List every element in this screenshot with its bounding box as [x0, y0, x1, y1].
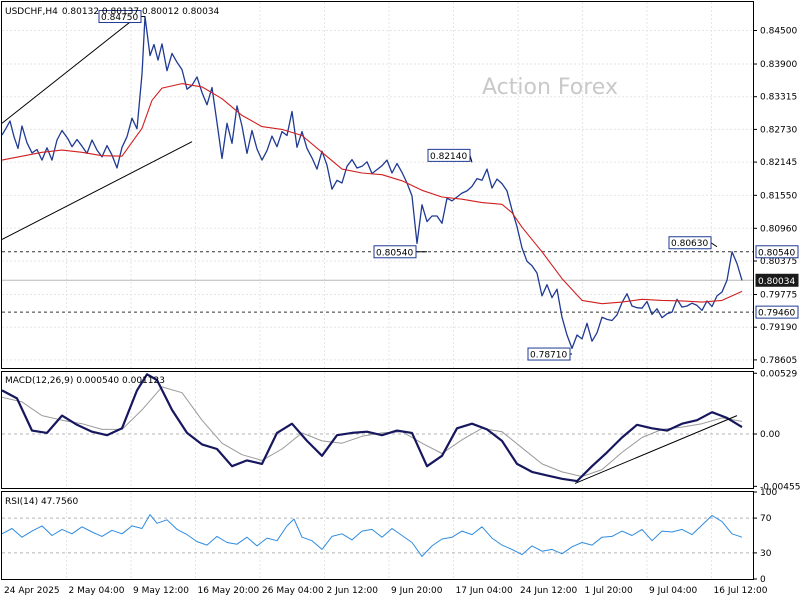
price-level-label: 0.79460	[758, 309, 795, 319]
channel-layer	[1, 16, 193, 240]
annotation-box	[427, 148, 471, 162]
price-layer	[1, 15, 743, 350]
macd-y-tick-label: -0.004557	[760, 482, 800, 492]
channel-line	[1, 141, 193, 240]
annotation-label: 0.84750	[101, 13, 138, 23]
annotation-label: 0.78710	[530, 351, 567, 361]
annotation-box	[98, 10, 142, 24]
rsi-y-tick-label: 70	[760, 514, 772, 524]
macd-title: MACD(12,26,9) 0.000540 0.001123	[5, 376, 165, 386]
price-y-tick-label: 0.80375	[760, 257, 797, 267]
x-tick-label: 9 May 12:00	[133, 586, 189, 596]
annotation-layer: 0.84750 0.82140 0.80540 0.78710 0.80630	[98, 10, 718, 361]
annotation-box	[668, 236, 712, 250]
macd-panel-frame	[1, 371, 754, 489]
annotation-leader	[710, 242, 718, 248]
rsi-title: RSI(14) 47.7560	[5, 497, 78, 507]
ohlc-values: 0.80132 0.80137 0.80012 0.80034	[62, 7, 220, 17]
x-tick-label: 17 Jun 04:00	[456, 586, 513, 596]
price-title: USDCHF,H4 0.80132 0.80137 0.80012 0.80034	[5, 7, 220, 17]
price-level-label: 0.80540	[758, 248, 795, 258]
rsi-layer	[1, 514, 743, 557]
price-level-badge	[755, 273, 799, 287]
watermark: Action Forex	[482, 75, 618, 100]
x-tick-label: 16 Jul 12:00	[714, 586, 768, 596]
x-tick-label: 2 Jun 12:00	[327, 586, 379, 596]
price-level-badge	[755, 245, 799, 259]
macd-signal-line	[1, 386, 743, 477]
rsi-panel-frame	[1, 491, 754, 580]
price-y-tick-label: 0.83315	[760, 93, 797, 103]
price-level-badge	[755, 305, 799, 319]
price-y-tick-label: 0.78605	[760, 356, 797, 366]
x-tick-label: 24 Jun 12:00	[520, 586, 577, 596]
x-tick-label: 2 May 04:00	[69, 586, 125, 596]
annotation-label: 0.80540	[376, 248, 413, 258]
moving-average-line	[1, 83, 743, 305]
price-level-label: 0.80034	[758, 277, 795, 287]
rsi-y-tick-label: 0	[760, 575, 766, 585]
axis-layer: 24 Apr 2025 2 May 04:00 9 May 12:00 16 May …	[4, 26, 800, 596]
x-tick-label: 9 Jul 04:00	[649, 586, 698, 596]
price-y-tick-label: 0.80960	[760, 224, 797, 234]
x-tick-label: 1 Jul 20:00	[585, 586, 634, 596]
grid-layer	[2, 2, 753, 579]
price-y-tick-label: 0.82730	[760, 125, 797, 135]
annotation-label: 0.80630	[671, 239, 708, 249]
annotation-box	[373, 245, 417, 259]
rsi-line	[1, 514, 743, 557]
rsi-y-tick-label: 100	[760, 488, 777, 498]
price-panel-frame	[1, 1, 754, 369]
levels-layer	[2, 251, 753, 313]
x-tick-label: 16 May 20:00	[198, 586, 260, 596]
macd-trend-line	[574, 415, 738, 484]
annotation-label: 0.82140	[430, 152, 467, 162]
rsi-y-tick-label: 30	[760, 549, 772, 559]
symbol-label: USDCHF,H4	[5, 7, 58, 17]
price-y-tick-label: 0.81550	[760, 191, 797, 201]
price-y-tick-label: 0.84500	[760, 26, 797, 36]
x-tick-label: 26 May 04:00	[262, 586, 324, 596]
price-y-tick-label: 0.82145	[760, 158, 797, 168]
macd-layer	[1, 373, 743, 484]
price-y-tick-label: 0.79190	[760, 323, 797, 333]
x-tick-label: 24 Apr 2025	[4, 586, 60, 596]
channel-line	[1, 16, 138, 124]
annotation-box	[527, 347, 571, 361]
macd-line	[1, 373, 743, 483]
price-y-tick-label: 0.79775	[760, 291, 797, 301]
price-line	[1, 15, 743, 350]
macd-y-tick-label: 0.00529	[760, 369, 797, 379]
price-y-tick-label: 0.83900	[760, 60, 797, 70]
x-tick-label: 9 Jun 20:00	[391, 586, 443, 596]
macd-y-tick-label: 0.00	[760, 430, 780, 440]
